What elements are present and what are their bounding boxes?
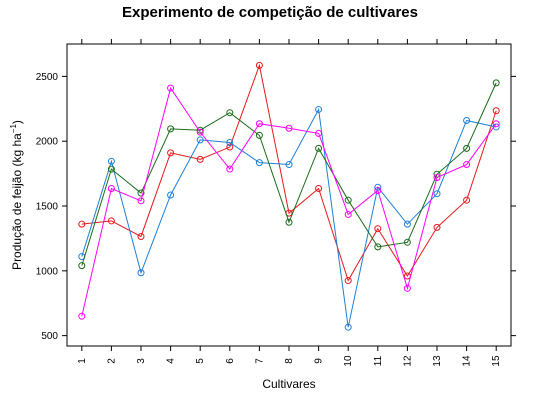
series-4-point	[492, 120, 500, 128]
series-4-point	[226, 165, 234, 173]
series-3-point	[167, 125, 175, 133]
y-axis-title-unit: −1	[9, 124, 18, 134]
series-4-point	[315, 129, 323, 137]
series-1-point	[167, 149, 175, 157]
x-tick-label: 3	[136, 358, 147, 364]
series-4-point	[137, 197, 145, 205]
series-2-point	[315, 105, 323, 113]
y-axis-title-close: )	[10, 120, 24, 124]
series-4-point	[374, 186, 382, 194]
x-tick-label: 14	[462, 355, 473, 367]
series-4-point	[285, 124, 293, 132]
x-tick-label: 1	[77, 358, 88, 364]
series-4-point	[255, 120, 263, 128]
y-tick-label: 1500	[36, 202, 59, 213]
plot-frame	[66, 43, 512, 347]
series-1-point	[137, 232, 145, 240]
y-tick-label: 2500	[36, 72, 59, 83]
x-tick-label: 12	[402, 355, 413, 367]
series-1-point	[492, 107, 500, 115]
x-tick-label: 2	[106, 358, 117, 364]
series-2-point	[433, 190, 441, 198]
x-axis: 1 2 3 4 5 6 7 8 9 10 11 12 13 14 15	[77, 39, 502, 367]
x-tick-label: 6	[225, 358, 236, 364]
series-4-point	[344, 210, 352, 218]
y-tick-label: 2000	[36, 137, 59, 148]
series-4-point	[196, 128, 204, 136]
series-3-point	[107, 165, 115, 173]
series-4-point	[433, 174, 441, 182]
series-layer	[78, 61, 500, 331]
series-3-point	[315, 144, 323, 152]
series-4-point	[403, 284, 411, 292]
series-4-point	[78, 312, 86, 320]
x-tick-label: 5	[195, 358, 206, 364]
series-line-3	[81, 82, 497, 266]
series-2-point	[403, 220, 411, 228]
x-tick-label: 9	[314, 358, 325, 364]
x-tick-label: 7	[254, 358, 265, 364]
series-2-point	[137, 269, 145, 277]
x-tick-label: 4	[166, 358, 177, 364]
chart-title: Experimento de competição de cultivares	[122, 4, 418, 21]
series-3-point	[374, 243, 382, 251]
series-2-point	[196, 136, 204, 144]
series-2-point	[167, 191, 175, 199]
series-4-point	[107, 185, 115, 193]
series-3-point	[137, 189, 145, 197]
series-3-point	[226, 109, 234, 117]
y-axis-title: Produção de feijão (kg ha−1)	[9, 120, 24, 270]
x-tick-label: 8	[284, 358, 295, 364]
series-2-point	[255, 159, 263, 167]
series-line-2	[81, 107, 497, 328]
series-1-point	[344, 277, 352, 285]
series-4-point	[463, 161, 471, 169]
y-axis: 500 1000 1500 2000 2500	[36, 72, 516, 342]
series-3-point	[463, 144, 471, 152]
series-3-point	[403, 238, 411, 246]
x-tick-label: 11	[373, 355, 384, 366]
x-axis-title: Cultivares	[262, 377, 315, 391]
series-1-point	[78, 220, 86, 228]
x-tick-label: 13	[432, 355, 443, 367]
series-2-point	[463, 116, 471, 124]
series-2-point	[107, 157, 115, 165]
series-3-point	[285, 218, 293, 226]
series-3-point	[78, 262, 86, 270]
series-1-point	[255, 61, 263, 69]
series-1-point	[463, 196, 471, 204]
x-tick-label: 15	[491, 355, 502, 367]
series-1-point	[226, 143, 234, 151]
y-tick-label: 500	[41, 331, 58, 342]
series-1-point	[196, 155, 204, 163]
y-axis-title-main: Produção de feijão (kg ha	[10, 133, 24, 270]
series-line-4	[81, 86, 497, 317]
series-1-point	[107, 217, 115, 225]
series-3-point	[255, 131, 263, 139]
series-2-point	[226, 139, 234, 147]
series-3-point	[492, 79, 500, 87]
series-line-1	[81, 63, 497, 282]
series-3-point	[344, 196, 352, 204]
series-1-point	[433, 223, 441, 231]
series-2-point	[285, 161, 293, 169]
series-1-point	[315, 185, 323, 193]
y-tick-label: 1000	[36, 266, 59, 277]
series-4-point	[167, 84, 175, 92]
x-tick-label: 10	[343, 355, 354, 367]
series-2-point	[344, 323, 352, 331]
series-3-point	[196, 126, 204, 134]
series-1-point	[374, 225, 382, 233]
